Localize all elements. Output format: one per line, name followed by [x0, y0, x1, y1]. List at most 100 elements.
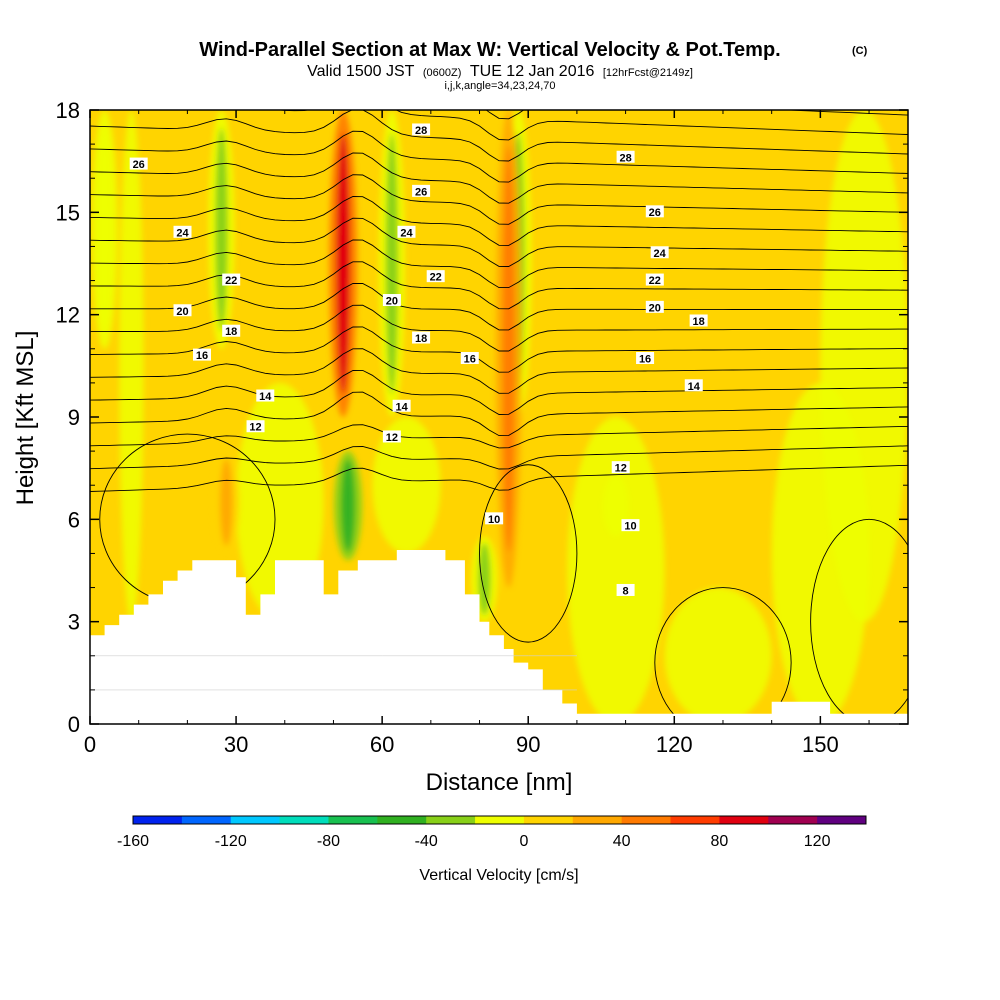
pot-temp-contour-11 [90, 217, 908, 267]
contour-label-23: 24 [400, 227, 413, 239]
contour-label-7: 14 [259, 391, 272, 403]
colorbar-bin-7 [426, 816, 476, 824]
pot-temp-loop-3 [479, 464, 578, 643]
colorbar: -160 -120 -80 -40 0 40 80 120 [117, 815, 867, 850]
contour-label-bg-15 [689, 314, 708, 327]
colorbar-tick-label-8: 120 [804, 833, 831, 850]
pot-temp-contour-8 [90, 283, 908, 331]
velocity-zone-5 [664, 587, 772, 724]
contour-label-bg-11 [460, 352, 479, 365]
pot-temp-loop-2 [654, 587, 792, 724]
velocity-feature-5 [341, 459, 356, 553]
contour-label-27: 26 [649, 207, 661, 219]
contour-label-bg-14 [412, 331, 431, 344]
subtitle-part-2: (0600Z) [423, 67, 462, 79]
contour-label-4: 12 [249, 422, 261, 434]
pot-temp-contour-6 [90, 326, 908, 373]
contour-label-18: 20 [649, 302, 661, 314]
contour-label-29: 28 [619, 152, 631, 164]
contour-label-5: 12 [386, 432, 398, 444]
velocity-feature-6 [478, 542, 491, 616]
colorbar-tick-label-2: -120 [215, 833, 247, 850]
pot-temp-contour-3 [90, 391, 908, 437]
contour-label-bg-1 [616, 583, 635, 596]
colorbar-bin-4 [279, 816, 329, 824]
contour-label-9: 14 [688, 381, 701, 393]
colorbar-bin-12 [670, 816, 720, 824]
contour-label-bg-2 [485, 512, 504, 525]
velocity-zone-1 [119, 110, 144, 622]
contour-label-21: 22 [649, 275, 661, 287]
x-axis: 0 30 60 90 120 150 [84, 110, 870, 757]
terrain [90, 550, 908, 724]
colorbar-label: Vertical Velocity [cm/s] [419, 867, 578, 884]
contour-label-2: 10 [488, 514, 500, 526]
velocity-zone-3 [372, 417, 441, 554]
contour-label-bg-25 [129, 157, 148, 170]
y-axis: 0 3 6 9 12 15 18 [56, 98, 908, 737]
velocity-fill-layer [91, 110, 908, 724]
contour-label-bg-7 [256, 389, 275, 402]
velocity-feature-3 [385, 133, 399, 394]
pot-temp-contour-12 [90, 196, 908, 246]
velocity-feature-9 [502, 145, 516, 552]
colorbar-bin-14 [768, 816, 818, 824]
velocity-feature-1 [336, 133, 351, 394]
colorbar-bin-3 [230, 816, 281, 824]
contour-label-26: 26 [415, 186, 427, 198]
contour-label-bg-29 [616, 150, 635, 163]
x-tick-label-3: 60 [370, 732, 394, 757]
colorbar-bin-15 [817, 816, 867, 824]
contour-label-bg-5 [382, 430, 401, 443]
x-tick-label-2: 30 [224, 732, 248, 757]
velocity-feature-7 [609, 479, 623, 532]
contour-label-3: 10 [624, 521, 636, 533]
contour-label-19: 22 [225, 275, 237, 287]
pot-temp-contour-7 [90, 304, 908, 352]
contour-label-bg-6 [611, 461, 630, 474]
contour-label-25: 26 [133, 159, 145, 171]
y-tick-label-6: 15 [56, 200, 80, 225]
contour-label-bg-9 [684, 379, 703, 392]
contour-label-10: 16 [196, 350, 208, 362]
contour-label-bg-17 [382, 294, 401, 307]
colorbar-bin-11 [621, 816, 672, 824]
contour-label-bg-27 [645, 205, 664, 218]
pot-temp-contour-1 [90, 445, 908, 470]
subtitle-part-3: TUE 12 Jan 2016 [470, 63, 595, 80]
y-tick-label-7: 18 [56, 98, 80, 123]
colorbar-tick-label-5: 0 [519, 833, 528, 850]
contour-label-bg-24 [650, 246, 669, 259]
velocity-zone-4 [567, 417, 665, 724]
contour-label-22: 24 [176, 227, 189, 239]
colorbar-bin-8 [475, 816, 525, 824]
plot-area: 8 10 10 12 12 12 14 14 14 16 16 16 18 18 18 20 20 20 22 22 2… [90, 110, 908, 724]
colorbar-bin-6 [377, 816, 427, 824]
contour-label-bg-8 [392, 399, 411, 412]
colorbar-bin-1 [133, 816, 183, 824]
contour-labels: 8 10 10 12 12 12 14 14 14 16 16 16 18 18 18 20 20 20 22 22 2… [129, 123, 708, 597]
contour-label-8: 14 [395, 401, 408, 413]
contour-label-24: 24 [654, 248, 667, 260]
colorbar-bin-9 [523, 816, 574, 824]
pot-temp-contour-2 [90, 424, 908, 449]
pot-temp-contour-13 [90, 174, 908, 225]
pot-temp-contour-16 [90, 110, 908, 162]
contour-label-11: 16 [464, 354, 476, 366]
y-axis-label: Height [Kft MSL] [12, 331, 39, 506]
contour-label-bg-16 [173, 304, 192, 317]
chart-title: Wind-Parallel Section at Max W: Vertical… [199, 39, 780, 61]
x-tick-label-1: 0 [84, 732, 96, 757]
y-tick-label-4: 9 [68, 405, 80, 430]
contour-label-20: 22 [430, 272, 442, 284]
colorbar-frame [132, 815, 867, 825]
contour-label-16: 20 [176, 306, 188, 318]
pot-temp-contour-18 [485, 110, 908, 120]
contour-label-6: 12 [615, 463, 627, 475]
terrain-grid [90, 655, 577, 691]
velocity-feature-8 [98, 127, 111, 331]
pot-temp-contour-4 [90, 369, 908, 415]
contour-label-1: 8 [623, 585, 629, 597]
contour-label-bg-28 [412, 123, 431, 136]
colorbar-bin-5 [328, 816, 378, 824]
